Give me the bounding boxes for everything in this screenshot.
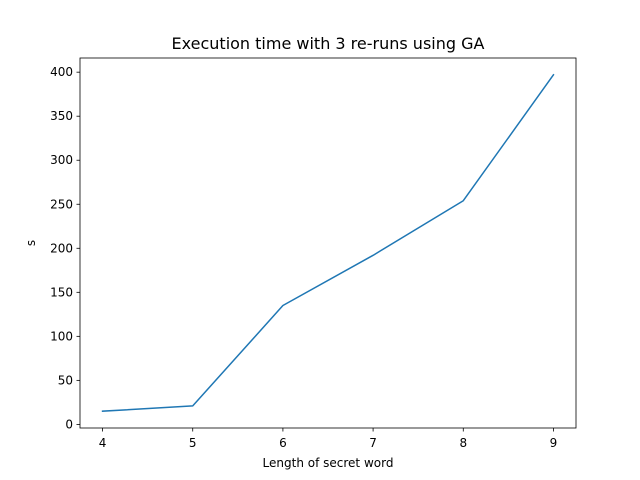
x-axis: 4 5 6 7 8 9 xyxy=(99,428,558,450)
y-tick-label: 300 xyxy=(50,153,73,167)
x-axis-label: Length of secret word xyxy=(263,456,394,470)
x-tick-label: 5 xyxy=(189,436,197,450)
chart-title: Execution time with 3 re-runs using GA xyxy=(172,34,485,53)
y-tick-label: 0 xyxy=(65,417,73,431)
y-tick-label: 200 xyxy=(50,241,73,255)
y-tick-label: 150 xyxy=(50,285,73,299)
y-tick-label: 350 xyxy=(50,109,73,123)
y-axis-label: s xyxy=(24,240,38,246)
x-tick-label: 8 xyxy=(459,436,467,450)
x-tick-label: 7 xyxy=(369,436,377,450)
x-tick-label: 9 xyxy=(550,436,558,450)
plot-frame xyxy=(79,57,577,429)
series-line xyxy=(101,73,555,412)
y-tick-label: 50 xyxy=(58,373,73,387)
x-tick-label: 6 xyxy=(279,436,287,450)
y-tick-label: 400 xyxy=(50,65,73,79)
x-tick-label: 4 xyxy=(99,436,107,450)
y-tick-label: 250 xyxy=(50,197,73,211)
y-axis: 0 50 100 150 200 250 300 350 400 xyxy=(50,65,80,431)
y-tick-label: 100 xyxy=(50,329,73,343)
